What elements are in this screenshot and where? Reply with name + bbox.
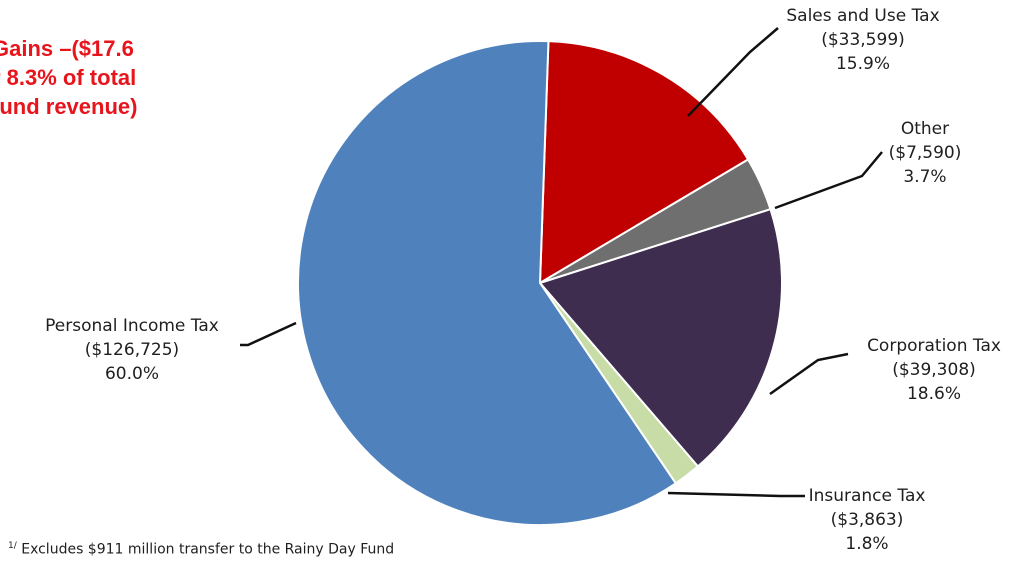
label-insurance-tax: Insurance Tax ($3,863) 1.8% xyxy=(792,484,942,556)
label-name: Corporation Tax xyxy=(867,336,1001,356)
label-value: ($39,308) xyxy=(892,360,976,380)
label-percent: 15.9% xyxy=(835,54,890,74)
leader-line-other xyxy=(774,151,883,210)
label-other: Other ($7,590) 3.7% xyxy=(870,117,980,189)
leader-line-personal-income-tax xyxy=(240,321,297,347)
label-value: ($7,590) xyxy=(888,143,962,163)
label-percent: 60.0% xyxy=(104,364,159,384)
leader-line-insurance-tax xyxy=(667,491,805,498)
label-name: Personal Income Tax xyxy=(45,316,219,336)
leader-line-corporation-tax xyxy=(769,352,849,396)
label-name: Other xyxy=(900,119,950,139)
annotation-line-2: r 8.3% of total xyxy=(0,65,137,90)
annotation-line-1: Gains –($17.6 xyxy=(0,36,134,61)
annotation-line-3: fund revenue) xyxy=(0,94,138,119)
label-percent: 18.6% xyxy=(906,384,961,404)
slice-corporation-tax xyxy=(538,207,783,468)
footnote-marker: 1/ xyxy=(8,541,17,551)
label-percent: 1.8% xyxy=(845,534,889,554)
label-value: ($33,599) xyxy=(821,30,905,50)
label-value: ($3,863) xyxy=(830,510,904,530)
footnote-text: Excludes $911 million transfer to the Ra… xyxy=(21,541,395,558)
slice-sales-and-use-tax xyxy=(538,40,750,285)
red-annotation: Gains –($17.6 r 8.3% of total fund reven… xyxy=(0,34,252,121)
label-corporation-tax: Corporation Tax ($39,308) 18.6% xyxy=(838,334,1030,406)
label-sales-and-use-tax: Sales and Use Tax ($33,599) 15.9% xyxy=(778,4,948,76)
slice-personal-income-tax xyxy=(297,40,678,526)
label-percent: 3.7% xyxy=(903,167,947,187)
label-name: Sales and Use Tax xyxy=(786,6,940,26)
footnote: 1/ Excludes $911 million transfer to the… xyxy=(8,541,394,558)
leader-lines xyxy=(240,27,883,498)
pie-slices xyxy=(297,40,783,526)
leader-line-sales-and-use-tax xyxy=(687,27,779,117)
label-name: Insurance Tax xyxy=(808,486,926,506)
label-value: ($126,725) xyxy=(84,340,180,360)
label-personal-income-tax: Personal Income Tax ($126,725) 60.0% xyxy=(2,314,262,386)
